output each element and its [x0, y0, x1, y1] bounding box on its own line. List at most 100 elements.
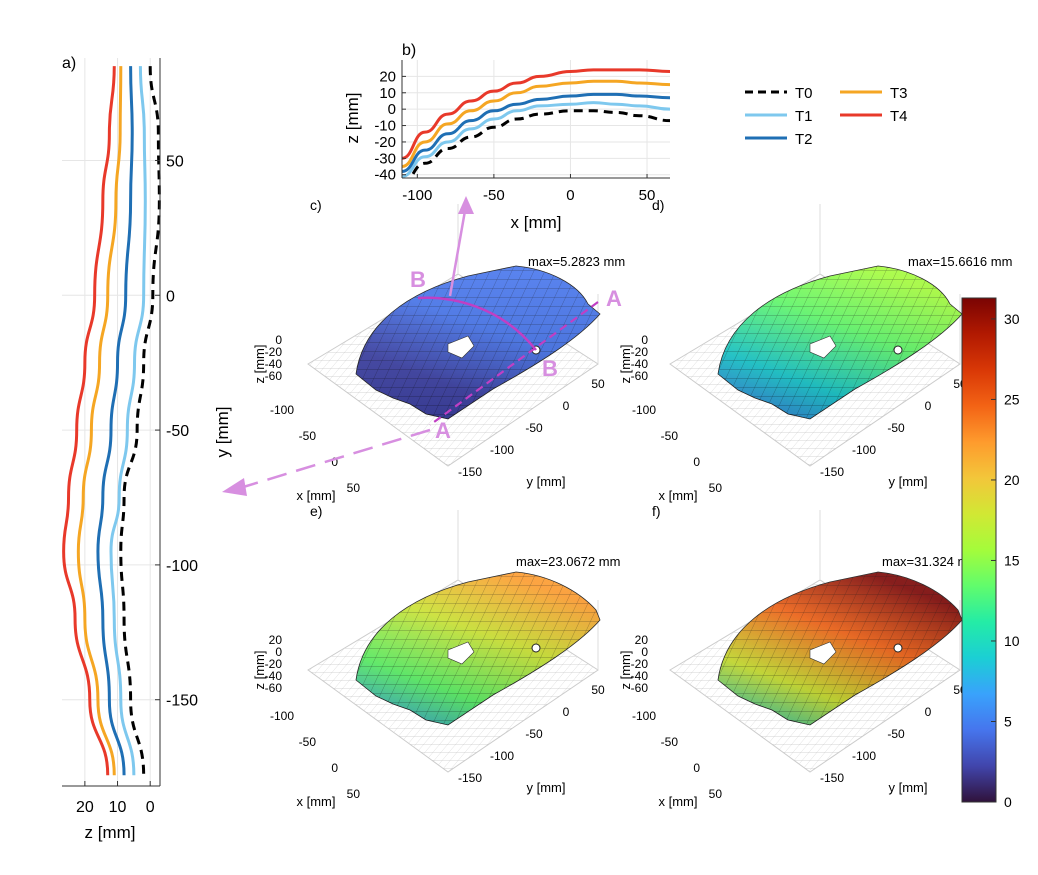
- surface-max-label: max=31.324 mm: [882, 554, 979, 569]
- surface-z-tick: 20: [635, 633, 649, 647]
- surface-max-label: max=15.6616 mm: [908, 254, 1012, 269]
- surface-y-tick: -100: [490, 749, 514, 763]
- surface-z-tick: -40: [265, 357, 283, 371]
- surface-x-tick: 0: [331, 455, 338, 469]
- surface-z-tick: -40: [631, 357, 649, 371]
- surface-y-tick: -50: [525, 727, 543, 741]
- panel-b-y-label: z [mm]: [343, 93, 362, 144]
- surface-y-tick: -150: [458, 465, 482, 479]
- section-arrow-b: [448, 204, 468, 297]
- surface-x-label: x [mm]: [659, 794, 698, 809]
- panel-a-y-tick-label: 0: [166, 288, 175, 305]
- panel-b-y-tick-label: -10: [374, 118, 396, 135]
- colorbar-tick-label: 30: [1004, 311, 1020, 327]
- surface-y-label: y [mm]: [527, 780, 566, 795]
- surface-y-tick: -50: [525, 421, 543, 435]
- panel-b-y-tick-label: 20: [379, 68, 396, 85]
- panel-b-x-label: x [mm]: [511, 213, 562, 232]
- surface-z-tick: 20: [269, 633, 283, 647]
- surface-y-tick: -50: [887, 727, 905, 741]
- surface-y-tick: -100: [490, 443, 514, 457]
- surface-z-tick: -20: [631, 345, 649, 359]
- surface-x-tick: -50: [299, 429, 317, 443]
- surface-y-tick: -150: [458, 771, 482, 785]
- panel-a-line-t3: [76, 66, 123, 776]
- surface-max-label: max=23.0672 mm: [516, 554, 620, 569]
- surface-y-tick: 0: [563, 705, 570, 719]
- surface-y-tick: -150: [820, 465, 844, 479]
- section-arrow-a-head: [222, 478, 247, 496]
- legend-label-t4: T4: [890, 108, 908, 125]
- surface-x-tick: 50: [347, 787, 361, 801]
- surface-x-tick: 50: [347, 481, 361, 495]
- surface-x-tick: 0: [331, 761, 338, 775]
- surface-y-tick: 0: [563, 399, 570, 413]
- panel-a-line-t2: [96, 66, 134, 776]
- panel-b-y-tick-label: 0: [388, 101, 396, 118]
- surface-max-label: max=5.2823 mm: [528, 254, 625, 269]
- legend-label-t1: T1: [795, 108, 813, 125]
- colorbar-ticks: 30 25 20 15 10 5 0: [991, 311, 1020, 810]
- section-line-aa: [429, 301, 599, 426]
- surface-hole: [447, 641, 475, 665]
- surface-x-tick: 50: [709, 481, 723, 495]
- surface-shading: [356, 572, 600, 725]
- section-arrow-a: [239, 428, 431, 490]
- surface-z-tick: -60: [631, 369, 649, 383]
- surface-y-tick: 50: [591, 683, 605, 697]
- colorbar-tick-label: 25: [1004, 391, 1020, 407]
- panel-b-label: b): [402, 42, 416, 59]
- surface-z-tick: -20: [265, 657, 283, 671]
- section-label-b-top: B: [410, 267, 426, 292]
- surface-x-tick: 0: [693, 761, 700, 775]
- panel-b-y-tick-label: -20: [374, 134, 396, 151]
- section-label-b-bottom: B: [542, 356, 558, 381]
- surface-panels: c)max=5.2823 mm0-20-40-60z [mm]-100-5005…: [252, 197, 1012, 809]
- surface-z-label: z [mm]: [618, 345, 633, 384]
- colorbar-tick-label: 15: [1004, 552, 1020, 568]
- panel-a: a) 20 10 0 500-50-100-150 z [mm] y [mm]: [62, 55, 232, 842]
- panel-a-x-tick-label: 20: [76, 799, 94, 816]
- panel-a-y-tick-label: -100: [166, 558, 198, 575]
- panel-b-line-t4: [402, 68, 670, 160]
- legend-label-t2: T2: [795, 131, 813, 148]
- surface-x-label: x [mm]: [297, 794, 336, 809]
- surface-y-label: y [mm]: [889, 780, 928, 795]
- panel-b-line-t1: [402, 101, 670, 178]
- surface-z-tick: 0: [275, 333, 282, 347]
- surface-panel-c: c)max=5.2823 mm0-20-40-60z [mm]-100-5005…: [252, 197, 625, 503]
- panel-b-line-t0: [408, 109, 670, 178]
- surface-x-tick: -50: [299, 735, 317, 749]
- panel-a-x-tick-label: 0: [146, 799, 155, 816]
- surface-y-tick: -150: [820, 771, 844, 785]
- colorbar-tick-label: 5: [1004, 713, 1012, 729]
- surface-z-tick: -40: [631, 669, 649, 683]
- panel-b-line-t3: [402, 79, 670, 169]
- surface-shading: [718, 572, 962, 725]
- surface-z-label: z [mm]: [252, 651, 267, 690]
- surface-panel-label: d): [652, 197, 664, 213]
- surface-x-label: x [mm]: [297, 488, 336, 503]
- surface-z-tick: -40: [265, 669, 283, 683]
- colorbar-tick-label: 10: [1004, 633, 1020, 649]
- surface-back-edges: [457, 204, 599, 364]
- surface-back-edges: [819, 510, 961, 670]
- colorbar: 30 25 20 15 10 5 0: [961, 297, 1020, 810]
- panel-b-grid: [402, 60, 670, 178]
- colorbar-tick-label: 0: [1004, 794, 1012, 810]
- colorbar-tick-label: 20: [1004, 472, 1020, 488]
- surface-x-tick: -100: [270, 709, 294, 723]
- panel-b-x-tick-label: -100: [402, 187, 432, 204]
- surface-x-tick: -100: [632, 709, 656, 723]
- panel-b-y-tick-label: -40: [374, 167, 396, 184]
- panel-b-y-tick-label: -30: [374, 150, 396, 167]
- panel-b-x-tick-label: -50: [483, 187, 505, 204]
- surface-x-tick: 0: [693, 455, 700, 469]
- legend-label-t0: T0: [795, 85, 813, 102]
- panel-a-y-tick-label: 50: [166, 153, 184, 170]
- surface-z-tick: -20: [265, 345, 283, 359]
- surface-y-tick: -100: [852, 749, 876, 763]
- panel-a-line-t0: [119, 66, 161, 776]
- panel-b-x-tick-label: 50: [639, 187, 656, 204]
- panel-a-x-tick-label: 10: [109, 799, 127, 816]
